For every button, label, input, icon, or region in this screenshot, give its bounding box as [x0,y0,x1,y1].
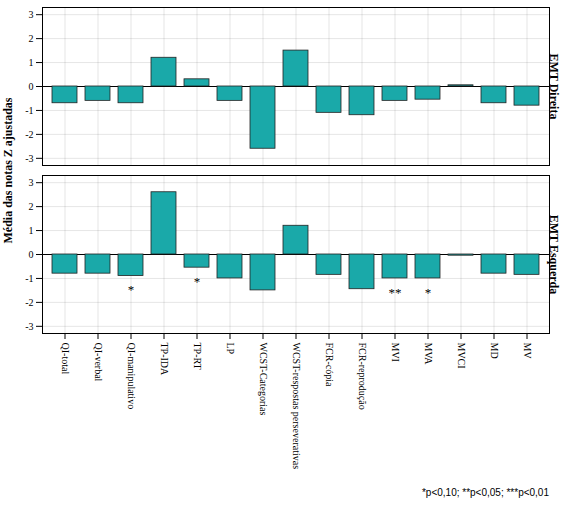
svg-text:*: * [425,285,432,300]
html-text:*p<0,10; **p<0,05; ***p<0,01: *p<0,10; **p<0,05; ***p<0,01 [421,487,549,498]
svg-text:TP-IDA: TP-IDA [159,343,170,377]
svg-text:3: 3 [29,177,34,188]
svg-text:TP-RT: TP-RT [192,343,203,370]
svg-text:2: 2 [29,201,34,212]
svg-text:QI-manipulativo: QI-manipulativo [126,343,137,410]
svg-text:EMT Direita: EMT Direita [547,53,561,120]
svg-text:WCST-Categorias: WCST-Categorias [258,343,269,416]
svg-text:-1: -1 [25,273,33,284]
svg-text:*: * [128,282,135,297]
svg-text:-2: -2 [25,129,33,140]
svg-text:3: 3 [29,9,34,20]
svg-text:MV: MV [522,343,533,360]
svg-text:MVA: MVA [423,343,434,366]
svg-text:1: 1 [29,225,34,236]
svg-text:Média das notas Z ajustadas: Média das notas Z ajustadas [1,97,15,243]
svg-text:MD: MD [489,343,500,359]
svg-text:QI-total: QI-total [60,343,71,375]
svg-text:-3: -3 [25,321,33,332]
svg-text:QI-verbal: QI-verbal [93,343,104,382]
svg-text:0: 0 [29,81,34,92]
svg-text:MVI: MVI [390,343,401,362]
svg-text:FCR-reprodução: FCR-reprodução [357,343,368,410]
svg-text:0: 0 [29,249,34,260]
svg-text:LP: LP [225,343,236,355]
svg-text:EMT Esquerda: EMT Esquerda [547,214,561,295]
svg-text:**: ** [389,285,402,300]
svg-text:MVCI: MVCI [456,343,467,369]
svg-text:-2: -2 [25,297,33,308]
svg-text:*: * [194,274,201,289]
svg-text:-1: -1 [25,105,33,116]
svg-text:FCR-cópia: FCR-cópia [324,343,335,387]
svg-text:1: 1 [29,57,34,68]
svg-text:2: 2 [29,33,34,44]
svg-text:WCST-respostas perseverativas: WCST-respostas perseverativas [291,343,302,470]
svg-text:-3: -3 [25,153,33,164]
